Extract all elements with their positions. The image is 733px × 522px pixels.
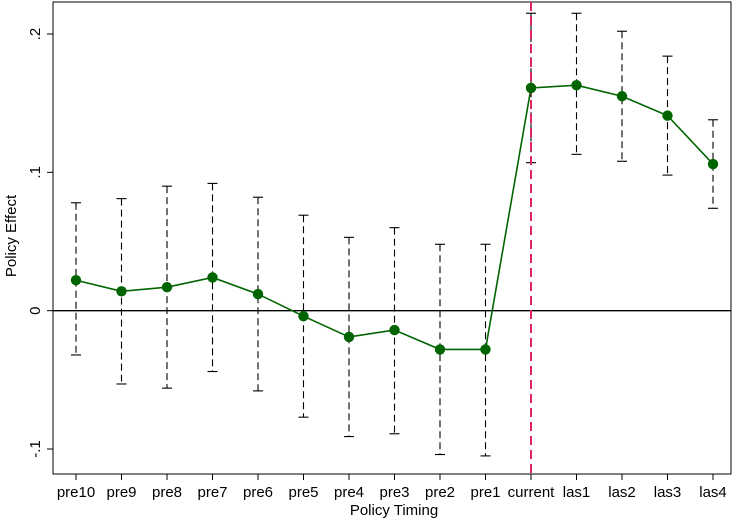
x-tick-label-pre2: pre2 xyxy=(425,484,455,501)
estimate-point-pre4 xyxy=(343,331,355,343)
y-tick-label: -.1 xyxy=(27,440,44,458)
x-tick-label-pre7: pre7 xyxy=(197,484,227,501)
estimate-point-pre8 xyxy=(161,281,173,293)
estimate-point-pre9 xyxy=(116,286,127,297)
estimate-point-las1 xyxy=(571,79,582,91)
x-tick-label-pre5: pre5 xyxy=(288,484,318,501)
confidence-intervals xyxy=(71,12,718,457)
estimate-point-las4 xyxy=(707,158,719,170)
estimate-point-las3 xyxy=(662,110,673,121)
estimate-point-pre2 xyxy=(434,344,446,355)
x-axis: pre10 pre9 pre8 pre7 pre6 pre5 pre4 pre3 pre2 pre… xyxy=(57,474,727,501)
x-tick-label-las1: las1 xyxy=(563,484,591,501)
x-tick-label-pre1: pre1 xyxy=(470,484,500,501)
x-tick-label-las4: las4 xyxy=(699,484,727,501)
x-tick-label-pre9: pre9 xyxy=(106,484,136,501)
x-axis-title: Policy Timing xyxy=(350,502,438,519)
y-tick-label: 0 xyxy=(27,306,44,314)
x-tick-label-pre3: pre3 xyxy=(379,484,409,501)
plot-frame xyxy=(52,1,732,475)
x-tick-label-las2: las2 xyxy=(608,484,636,501)
estimate-points xyxy=(70,79,719,355)
estimate-point-pre3 xyxy=(389,324,400,336)
x-tick-label-pre8: pre8 xyxy=(152,484,182,501)
y-axis: .2 .1 0 -.1 xyxy=(27,28,53,458)
y-axis-title: Policy Effect xyxy=(3,194,20,277)
estimate-point-pre1 xyxy=(480,344,491,355)
estimate-point-pre5 xyxy=(298,311,309,322)
x-tick-label-current: current xyxy=(508,484,556,501)
estimate-point-pre6 xyxy=(252,288,264,300)
estimate-point-pre10 xyxy=(70,275,82,286)
y-tick-label: .1 xyxy=(27,166,44,179)
x-tick-label-pre10: pre10 xyxy=(57,484,95,501)
x-tick-label-pre4: pre4 xyxy=(334,484,364,501)
estimate-point-pre7 xyxy=(207,272,218,283)
x-tick-label-las3: las3 xyxy=(654,484,682,501)
estimate-point-las2 xyxy=(616,91,628,102)
y-tick-label: .2 xyxy=(27,28,44,41)
estimate-point-current xyxy=(525,82,537,94)
x-tick-label-pre6: pre6 xyxy=(243,484,273,501)
